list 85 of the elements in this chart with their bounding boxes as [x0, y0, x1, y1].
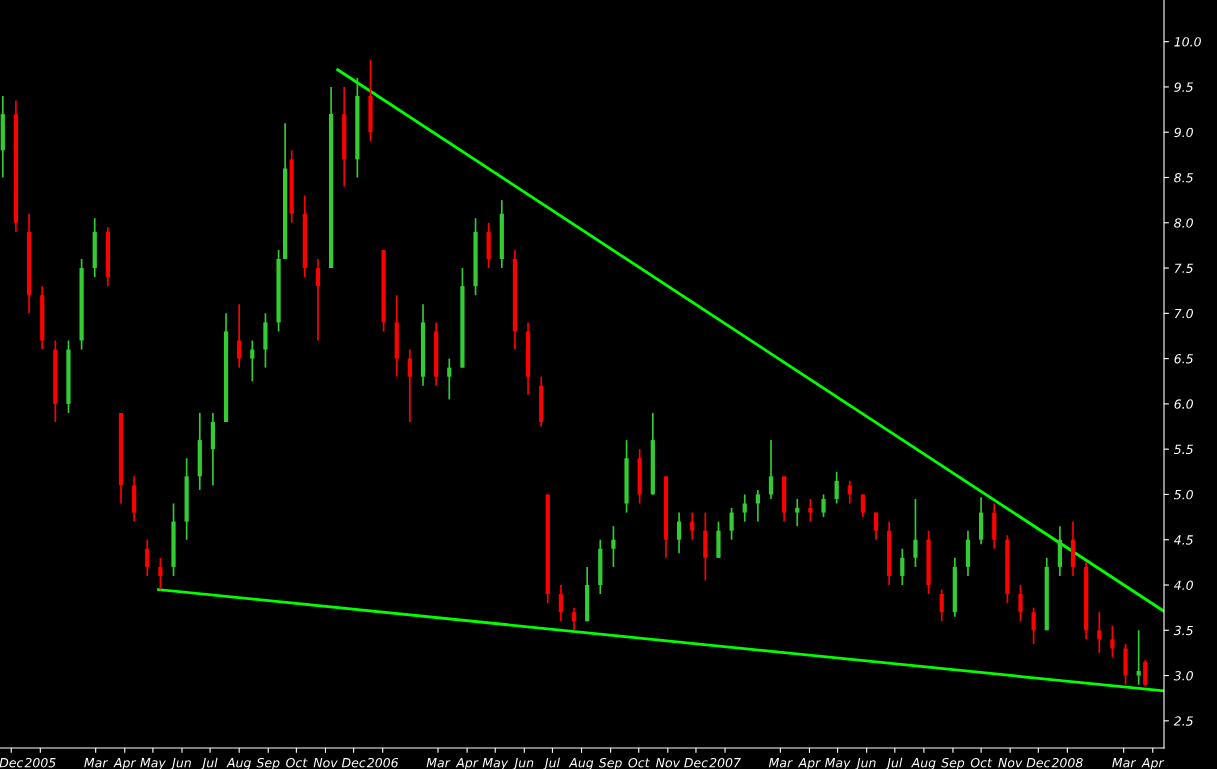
candlestick	[1031, 606, 1036, 645]
x-tick-label: 2006	[366, 757, 399, 768]
candlestick	[1143, 659, 1148, 688]
candlestick	[742, 493, 747, 523]
x-tick-label: 2008	[1051, 757, 1083, 768]
candlestick	[729, 507, 734, 541]
candlestick	[145, 538, 150, 577]
candlestick	[690, 511, 695, 541]
x-tick-label: Nov	[313, 758, 338, 768]
candlestick	[755, 489, 760, 523]
x-tick-label: Oct	[286, 757, 308, 768]
candlestick	[913, 498, 918, 568]
y-tick-label: 10.0	[1174, 37, 1201, 47]
candlestick	[834, 470, 839, 505]
x-tick-label: Sep	[256, 757, 280, 769]
x-tick-label: Apr	[1141, 758, 1165, 769]
x-tick-label: May	[825, 758, 851, 769]
candlestick	[808, 498, 813, 523]
candlestick	[611, 525, 616, 568]
candlestick	[1136, 629, 1141, 686]
candlestick	[1110, 624, 1115, 659]
x-tick-label: May	[140, 758, 166, 769]
x-tick-label: Sep	[598, 757, 622, 769]
candlestick	[768, 439, 774, 500]
x-tick-label: Jun	[512, 758, 534, 769]
y-tick-label: 3.5	[1173, 625, 1193, 636]
candlestick	[873, 511, 879, 541]
x-tick-label: Mar	[1112, 758, 1137, 768]
x-tick-label: May	[482, 758, 509, 769]
x-tick-label: Apr	[455, 758, 479, 769]
candlestick	[821, 493, 826, 518]
x-tick-label: Jul	[200, 757, 218, 769]
candlestick	[558, 584, 564, 623]
x-tick-label: Jun	[854, 758, 876, 769]
y-tick-label: 4.0	[1173, 580, 1193, 590]
x-tick-label: Dec	[0, 758, 24, 768]
x-tick-label: Oct	[970, 757, 993, 768]
y-tick-label: 3.0	[1173, 671, 1193, 681]
x-tick-label: Mar	[84, 758, 109, 768]
x-tick-label: Apr	[113, 758, 137, 769]
candlestick	[939, 588, 944, 623]
x-tick-label: Dec	[341, 758, 366, 768]
x-tick-label: 2005	[24, 757, 56, 768]
x-tick-label: Aug	[568, 758, 594, 769]
candlestick	[407, 348, 412, 423]
y-tick-label: 5.0	[1173, 489, 1193, 500]
candlestick	[900, 547, 905, 586]
x-tick-label: Apr	[797, 758, 821, 769]
y-tick-label: 7.5	[1174, 263, 1193, 273]
candlestick	[676, 511, 682, 555]
x-tick-label: Nov	[998, 758, 1023, 768]
y-tick-label: 2.5	[1173, 716, 1193, 726]
x-tick-label: Dec	[1026, 758, 1051, 768]
x-tick-label: 2007	[709, 757, 741, 768]
y-tick-label: 7.0	[1174, 308, 1193, 319]
candlestick	[571, 606, 577, 632]
x-tick-label: Aug	[226, 758, 251, 769]
x-tick-label: Oct	[628, 757, 650, 768]
x-tick-label: Jun	[170, 758, 191, 769]
y-tick-label: 6.0	[1174, 399, 1193, 409]
x-tick-label: Mar	[426, 758, 451, 768]
candlestick	[847, 480, 852, 505]
y-tick-label: 9.5	[1174, 82, 1193, 92]
candlestick	[315, 258, 321, 342]
candlestick	[1097, 611, 1102, 654]
x-tick-label: Jul	[885, 757, 903, 769]
x-tick-label: Jul	[542, 757, 560, 769]
y-tick-label: 8.5	[1174, 172, 1193, 183]
y-tick-label: 4.5	[1173, 535, 1193, 545]
candlestick	[1018, 584, 1023, 623]
x-tick-label: Aug	[911, 758, 936, 769]
y-tick-label: 6.5	[1174, 354, 1193, 364]
candlestick	[158, 557, 163, 591]
x-tick-label: Sep	[941, 757, 965, 769]
y-tick-label: 8.0	[1174, 218, 1193, 228]
y-tick-label: 5.5	[1173, 444, 1193, 455]
y-tick-label: 9.0	[1174, 127, 1193, 138]
candlestick	[795, 498, 800, 527]
candlestick	[447, 357, 452, 401]
x-tick-label: Dec	[684, 758, 708, 768]
candlestick	[250, 339, 255, 383]
x-tick-label: Nov	[655, 758, 681, 768]
candlestick	[237, 303, 242, 369]
candlestick	[860, 493, 866, 518]
x-tick-label: Mar	[768, 758, 793, 768]
